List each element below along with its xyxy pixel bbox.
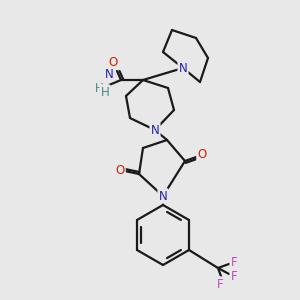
Text: O: O [116, 164, 124, 176]
Text: H: H [100, 85, 109, 98]
Text: N: N [178, 61, 188, 74]
Text: F: F [231, 269, 237, 283]
Text: F: F [217, 278, 223, 290]
Text: H: H [94, 82, 103, 94]
Text: O: O [108, 56, 118, 68]
Text: N: N [151, 124, 159, 136]
Text: N: N [105, 68, 113, 80]
Text: F: F [231, 256, 237, 268]
Text: O: O [197, 148, 207, 161]
Text: N: N [159, 190, 167, 202]
